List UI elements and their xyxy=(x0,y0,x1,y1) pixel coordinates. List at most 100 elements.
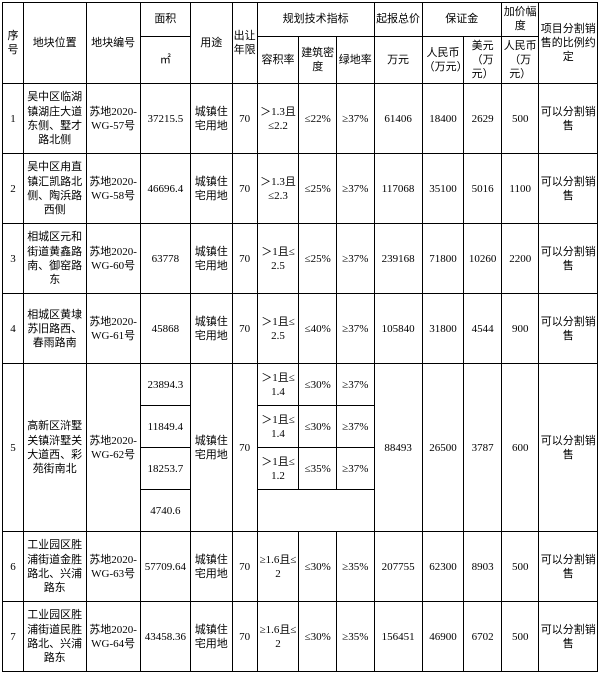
h-note: 项目分割销售的比例约定 xyxy=(539,3,598,84)
cell-use: 城镇住宅用地 xyxy=(190,224,232,294)
cell-price: 207755 xyxy=(374,532,422,602)
cell-green: ≥35% xyxy=(336,602,374,672)
cell-rjl: ＞1且≤2.5 xyxy=(257,224,299,294)
cell-dens: ≤25% xyxy=(299,224,337,294)
cell-usd: 4544 xyxy=(464,294,502,364)
cell-loc: 工业园区胜浦街道民胜路北、兴浦路东 xyxy=(23,602,86,672)
cell-area: 43458.36 xyxy=(140,602,190,672)
h-rmb: 人民币（万元） xyxy=(422,36,464,84)
h-dens: 建筑密度 xyxy=(299,36,337,84)
cell-step: 600 xyxy=(501,364,539,532)
cell-dens: ≤30% xyxy=(299,602,337,672)
cell-rjl: ＞1且≤1.4 xyxy=(257,364,299,406)
cell-dens: ≤30% xyxy=(299,532,337,602)
cell-step: 500 xyxy=(501,602,539,672)
cell-year: 70 xyxy=(232,294,257,364)
cell-note: 可以分割销售 xyxy=(539,532,598,602)
cell-price: 105840 xyxy=(374,294,422,364)
cell-area: 46696.4 xyxy=(140,154,190,224)
cell-green: ≥37% xyxy=(336,154,374,224)
cell-seq: 6 xyxy=(3,532,24,602)
table-row: 3相城区元和街道黄鑫路南、御窑路东苏地2020-WG-60号63778城镇住宅用… xyxy=(3,224,598,294)
cell-rmb: 62300 xyxy=(422,532,464,602)
cell-seq: 2 xyxy=(3,154,24,224)
cell-rjl: ≥1.6且≤2 xyxy=(257,602,299,672)
cell-seq: 1 xyxy=(3,84,24,154)
table-row: 5高新区浒墅关镇浒墅关大道西、彩苑街南北苏地2020-WG-62号23894.3… xyxy=(3,364,598,406)
h-deposit: 保证金 xyxy=(422,3,501,37)
cell-green: ≥37% xyxy=(336,448,374,490)
table-row: 1吴中区临湖镇湖庄大道东侧、墅才路北侧苏地2020-WG-57号37215.5城… xyxy=(3,84,598,154)
cell-loc: 相城区黄埭苏旧路西、春雨路南 xyxy=(23,294,86,364)
cell-usd: 5016 xyxy=(464,154,502,224)
cell-usd: 8903 xyxy=(464,532,502,602)
cell-area: 11849.4 xyxy=(140,406,190,448)
cell-seq: 7 xyxy=(3,602,24,672)
cell-area: 23894.3 xyxy=(140,364,190,406)
cell-rjl: ＞1.3且≤2.3 xyxy=(257,154,299,224)
cell-rmb: 18400 xyxy=(422,84,464,154)
cell-step: 2200 xyxy=(501,224,539,294)
cell-price: 156451 xyxy=(374,602,422,672)
cell-tech xyxy=(257,490,374,532)
h-area: 面积 xyxy=(140,3,190,37)
cell-loc: 吴中区临湖镇湖庄大道东侧、墅才路北侧 xyxy=(23,84,86,154)
cell-code: 苏地2020-WG-61号 xyxy=(86,294,140,364)
cell-note: 可以分割销售 xyxy=(539,154,598,224)
cell-code: 苏地2020-WG-64号 xyxy=(86,602,140,672)
cell-dens: ≤40% xyxy=(299,294,337,364)
cell-seq: 4 xyxy=(3,294,24,364)
table-row: 7工业园区胜浦街道民胜路北、兴浦路东苏地2020-WG-64号43458.36城… xyxy=(3,602,598,672)
h-use: 用途 xyxy=(190,3,232,84)
cell-usd: 2629 xyxy=(464,84,502,154)
cell-rjl: ＞1且≤1.2 xyxy=(257,448,299,490)
h-tech-group: 规划技术指标 xyxy=(257,3,374,37)
cell-use: 城镇住宅用地 xyxy=(190,154,232,224)
cell-note: 可以分割销售 xyxy=(539,602,598,672)
cell-year: 70 xyxy=(232,602,257,672)
cell-code: 苏地2020-WG-62号 xyxy=(86,364,140,532)
cell-step: 500 xyxy=(501,532,539,602)
cell-code: 苏地2020-WG-58号 xyxy=(86,154,140,224)
h-step-unit: 人民币（万元） xyxy=(501,36,539,84)
cell-rjl: ＞1且≤2.5 xyxy=(257,294,299,364)
cell-use: 城镇住宅用地 xyxy=(190,294,232,364)
cell-loc: 相城区元和街道黄鑫路南、御窑路东 xyxy=(23,224,86,294)
cell-green: ≥37% xyxy=(336,84,374,154)
cell-dens: ≤22% xyxy=(299,84,337,154)
cell-step: 1100 xyxy=(501,154,539,224)
h-year: 出让年限 xyxy=(232,3,257,84)
cell-rmb: 71800 xyxy=(422,224,464,294)
cell-note: 可以分割销售 xyxy=(539,294,598,364)
h-usd: 美元（万元） xyxy=(464,36,502,84)
cell-loc: 高新区浒墅关镇浒墅关大道西、彩苑街南北 xyxy=(23,364,86,532)
cell-loc: 吴中区甪直镇汇凯路北侧、陶浜路西侧 xyxy=(23,154,86,224)
cell-use: 城镇住宅用地 xyxy=(190,602,232,672)
cell-rjl: ≥1.6且≤2 xyxy=(257,532,299,602)
cell-seq: 5 xyxy=(3,364,24,532)
h-rjl: 容积率 xyxy=(257,36,299,84)
h-loc: 地块位置 xyxy=(23,3,86,84)
cell-year: 70 xyxy=(232,84,257,154)
cell-price: 61406 xyxy=(374,84,422,154)
cell-area: 37215.5 xyxy=(140,84,190,154)
cell-area: 63778 xyxy=(140,224,190,294)
cell-green: ≥37% xyxy=(336,294,374,364)
cell-code: 苏地2020-WG-60号 xyxy=(86,224,140,294)
table-body: 1吴中区临湖镇湖庄大道东侧、墅才路北侧苏地2020-WG-57号37215.5城… xyxy=(3,84,598,672)
table-header: 序号 地块位置 地块编号 面积 用途 出让年限 规划技术指标 起报总价 保证金 … xyxy=(3,3,598,84)
cell-step: 500 xyxy=(501,84,539,154)
cell-price: 117068 xyxy=(374,154,422,224)
cell-usd: 3787 xyxy=(464,364,502,532)
cell-rmb: 31800 xyxy=(422,294,464,364)
cell-rmb: 46900 xyxy=(422,602,464,672)
cell-dens: ≤35% xyxy=(299,448,337,490)
cell-usd: 6702 xyxy=(464,602,502,672)
cell-year: 70 xyxy=(232,364,257,532)
cell-green: ≥37% xyxy=(336,224,374,294)
table-row: 6工业园区胜浦街道金胜路北、兴浦路东苏地2020-WG-63号57709.64城… xyxy=(3,532,598,602)
cell-price: 88493 xyxy=(374,364,422,532)
cell-use: 城镇住宅用地 xyxy=(190,364,232,532)
cell-use: 城镇住宅用地 xyxy=(190,84,232,154)
cell-area: 45868 xyxy=(140,294,190,364)
